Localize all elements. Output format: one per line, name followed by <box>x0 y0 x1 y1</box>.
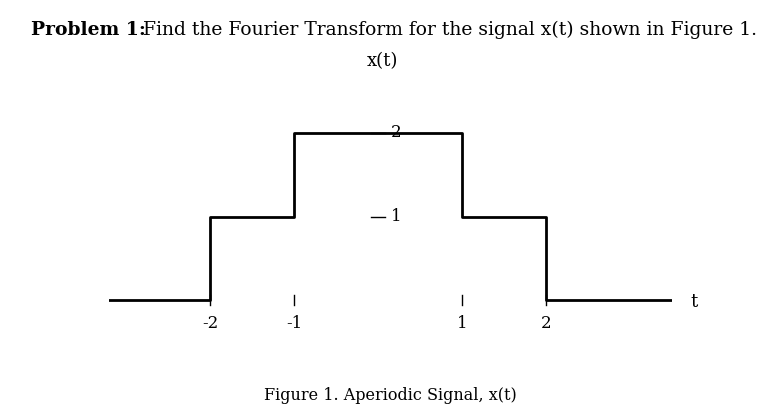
Text: -2: -2 <box>202 316 218 332</box>
Text: Problem 1:: Problem 1: <box>31 21 146 39</box>
Text: 1: 1 <box>457 316 467 332</box>
Text: 1: 1 <box>390 208 401 225</box>
Text: Figure 1. Aperiodic Signal, x(t): Figure 1. Aperiodic Signal, x(t) <box>264 387 517 404</box>
Text: 2: 2 <box>390 124 401 141</box>
Text: 2: 2 <box>540 316 551 332</box>
Text: t: t <box>690 293 697 311</box>
Text: -1: -1 <box>286 316 302 332</box>
Text: Find the Fourier Transform for the signal x(t) shown in Figure 1.: Find the Fourier Transform for the signa… <box>137 21 757 39</box>
Text: x(t): x(t) <box>366 52 398 70</box>
